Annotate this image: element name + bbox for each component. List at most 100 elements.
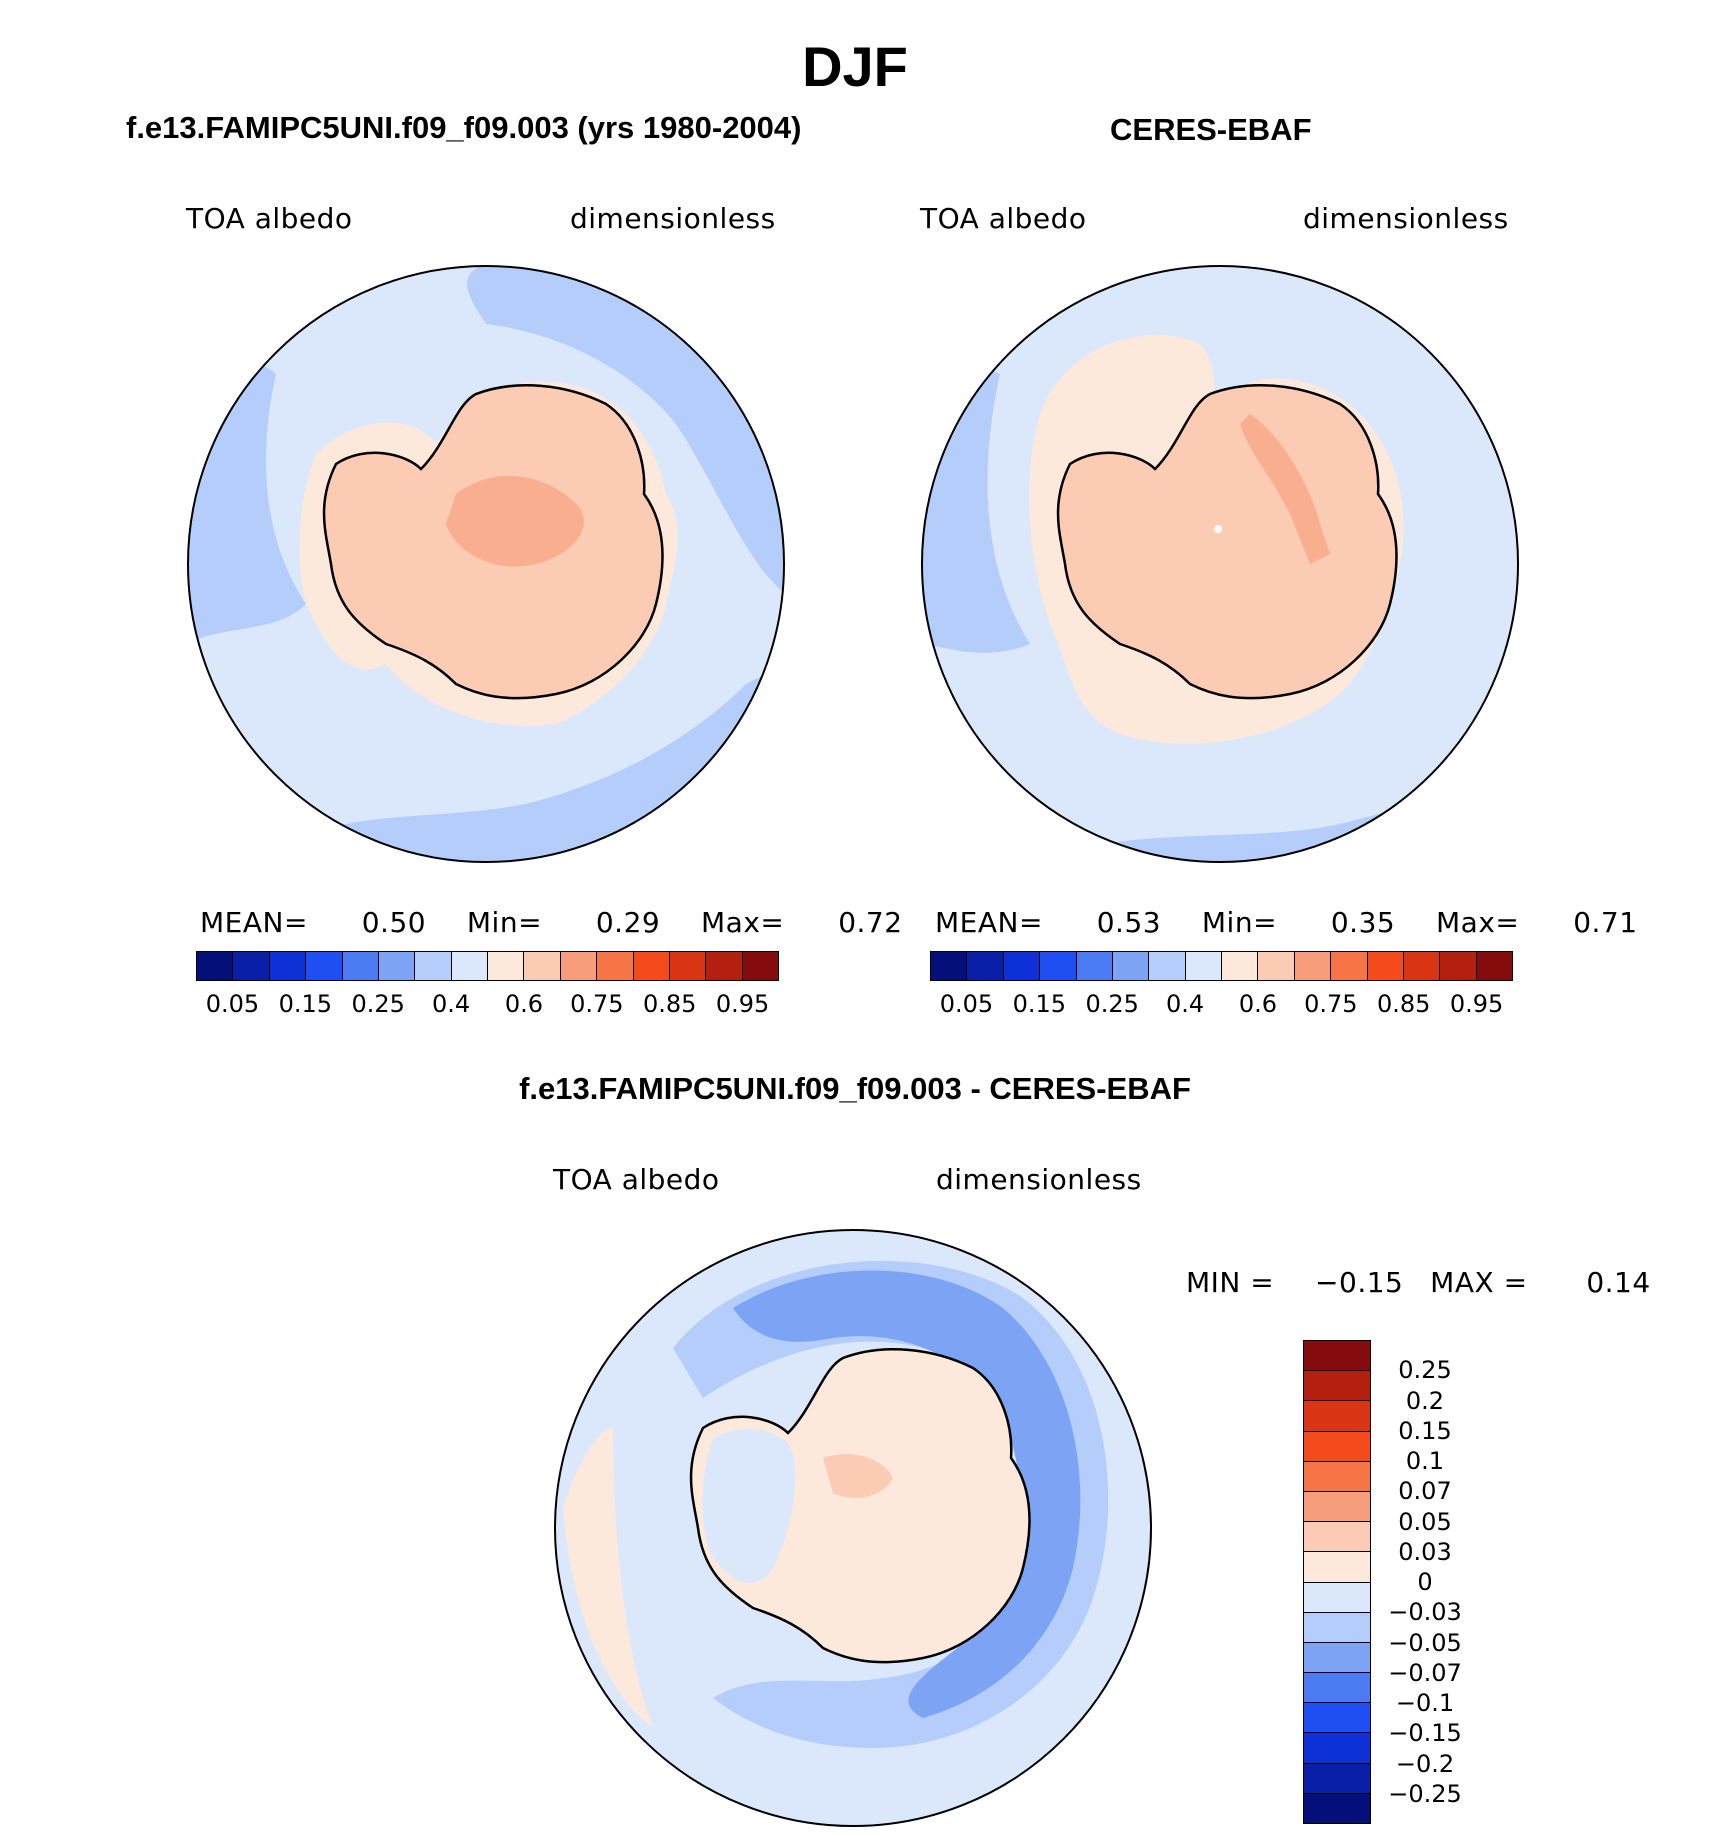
colorbar-tick-label: −0.07 bbox=[1388, 1658, 1462, 1687]
colorbar-swatch bbox=[415, 952, 452, 980]
colorbar-swatch bbox=[706, 952, 743, 980]
high-albedo-ridge bbox=[1240, 414, 1330, 564]
colorbar-swatch bbox=[1304, 1733, 1370, 1764]
figure-title: DJF bbox=[802, 35, 908, 98]
colorbar-tick-label: 0.25 bbox=[1398, 1356, 1452, 1385]
model-stats: MEAN= 0.50 Min= 0.29 Max= 0.72 bbox=[200, 906, 903, 939]
colorbar-swatch bbox=[597, 952, 634, 980]
colorbar-swatch bbox=[1331, 952, 1368, 980]
model-units-label: dimensionless bbox=[570, 202, 776, 235]
diff-panel-title: f.e13.FAMIPC5UNI.f09_f09.003 - CERES-EBA… bbox=[519, 1071, 1191, 1106]
map-boundary bbox=[921, 265, 1519, 863]
diff-max-label: MAX = bbox=[1430, 1266, 1528, 1299]
obs-variable-label: TOA albedo bbox=[920, 202, 1087, 235]
colorbar-tick-label: −0.1 bbox=[1395, 1689, 1455, 1717]
colorbar-swatch bbox=[1258, 952, 1295, 980]
colorbar-tick-label: 0.05 bbox=[205, 990, 260, 1018]
colorbar-swatch bbox=[233, 952, 270, 980]
colorbar-swatch bbox=[560, 952, 598, 980]
coastline bbox=[322, 384, 664, 700]
colorbar-tick-label: −0.25 bbox=[1388, 1779, 1462, 1808]
pole-hole bbox=[1214, 525, 1222, 533]
colorbar-swatch bbox=[1403, 952, 1441, 980]
colorbar-tick-label: −0.2 bbox=[1395, 1749, 1455, 1778]
coastline bbox=[1056, 384, 1398, 700]
model-max-value: 0.72 bbox=[838, 906, 903, 939]
colorbar-swatch bbox=[1440, 952, 1477, 980]
colorbar-tick-label: 0.15 bbox=[1012, 990, 1067, 1018]
colorbar-swatch bbox=[1304, 1552, 1370, 1583]
colorbar-swatch bbox=[967, 952, 1004, 980]
diff-stats: MIN = −0.15 MAX = 0.14 bbox=[1186, 1266, 1651, 1299]
colorbar-swatch bbox=[1304, 1401, 1370, 1432]
colorbar-tick-label: 0.6 bbox=[1238, 990, 1278, 1018]
colorbar-tick-label: 0.05 bbox=[939, 990, 994, 1018]
colorbar-swatch bbox=[488, 952, 525, 980]
colorbar-swatch bbox=[451, 952, 488, 980]
antarctic-continent bbox=[691, 1349, 1030, 1663]
diff-units-label: dimensionless bbox=[936, 1163, 1142, 1196]
model-min-value: 0.29 bbox=[595, 906, 661, 939]
colorbar-tick-label: 0.2 bbox=[1405, 1386, 1445, 1415]
colorbar-swatch bbox=[1304, 1642, 1370, 1674]
model-variable-label: TOA albedo bbox=[186, 202, 353, 235]
colorbar-swatch bbox=[1304, 1491, 1370, 1523]
colorbar-swatch bbox=[1304, 1793, 1370, 1823]
colorbar-swatch bbox=[931, 952, 968, 980]
colorbar-tick-label: 0.15 bbox=[1398, 1416, 1452, 1445]
colorbar-tick-label: 0.85 bbox=[642, 990, 697, 1018]
peninsula-region bbox=[702, 1428, 796, 1583]
colorbar-tick-label: 0.85 bbox=[1376, 990, 1431, 1018]
model-max-label: Max= bbox=[701, 906, 785, 939]
colorbar-swatch bbox=[1149, 952, 1186, 980]
colorbar-tick-label: 0.75 bbox=[570, 990, 624, 1018]
model-panel-title: f.e13.FAMIPC5UNI.f09_f09.003 (yrs 1980-2… bbox=[126, 110, 802, 145]
obs-max-label: Max= bbox=[1436, 906, 1520, 939]
model-mean-label: MEAN= bbox=[200, 906, 308, 939]
colorbar-tick-label: 0.95 bbox=[715, 990, 770, 1018]
colorbar-swatch bbox=[633, 952, 670, 980]
colorbar-tick-label: 0 bbox=[1417, 1568, 1433, 1596]
colorbar-swatch bbox=[1304, 1522, 1370, 1553]
colorbar-tick-label: 0.03 bbox=[1398, 1537, 1452, 1566]
model-min-label: Min= bbox=[466, 906, 543, 939]
positive-patch-w bbox=[563, 1428, 653, 1728]
high-albedo-plateau bbox=[446, 475, 584, 567]
colorbar-swatch bbox=[1304, 1371, 1370, 1402]
colorbar-tick-label: 0.75 bbox=[1304, 990, 1358, 1018]
colorbar-swatch bbox=[378, 952, 416, 980]
colorbar-swatch bbox=[1304, 1673, 1370, 1704]
obs-panel-title: CERES-EBAF bbox=[1110, 112, 1312, 147]
colorbar-tick-label: 0.4 bbox=[431, 990, 471, 1018]
colorbar-swatch bbox=[1112, 952, 1150, 980]
colorbar-swatch bbox=[1304, 1461, 1370, 1492]
obs-polar-map bbox=[921, 265, 1519, 863]
colorbar-swatch bbox=[1367, 952, 1404, 980]
antarctic-continent bbox=[1058, 385, 1397, 699]
colorbar-tick-label: 0.05 bbox=[1398, 1507, 1452, 1536]
map-boundary bbox=[187, 265, 785, 863]
obs-min-value: 0.35 bbox=[1330, 906, 1396, 939]
obs-min-label: Min= bbox=[1201, 906, 1278, 939]
colorbar-swatch bbox=[1294, 952, 1332, 980]
colorbar-swatch bbox=[742, 952, 778, 980]
colorbar-tick-label: 0.25 bbox=[1085, 990, 1139, 1018]
negative-band bbox=[733, 1270, 1081, 1718]
colorbar-swatch bbox=[306, 952, 343, 980]
colorbar-swatch bbox=[1076, 952, 1113, 980]
colorbar-swatch bbox=[1040, 952, 1077, 980]
diff-min-label: MIN = bbox=[1186, 1266, 1275, 1299]
colorbar-swatch bbox=[197, 952, 234, 980]
colorbar-swatch bbox=[1222, 952, 1259, 980]
colorbar-swatch bbox=[1304, 1612, 1370, 1643]
colorbar-swatch bbox=[1304, 1431, 1370, 1462]
colorbar-swatch bbox=[524, 952, 561, 980]
obs-max-value: 0.71 bbox=[1573, 906, 1638, 939]
obs-mean-label: MEAN= bbox=[935, 906, 1043, 939]
colorbar-tick-label: 0.15 bbox=[278, 990, 333, 1018]
colorbar-swatch bbox=[342, 952, 379, 980]
diff-polar-map bbox=[554, 1229, 1152, 1827]
colorbar-tick-label: 0.4 bbox=[1165, 990, 1205, 1018]
obs-colorbar bbox=[930, 951, 1513, 981]
obs-stats: MEAN= 0.53 Min= 0.35 Max= 0.71 bbox=[935, 906, 1638, 939]
